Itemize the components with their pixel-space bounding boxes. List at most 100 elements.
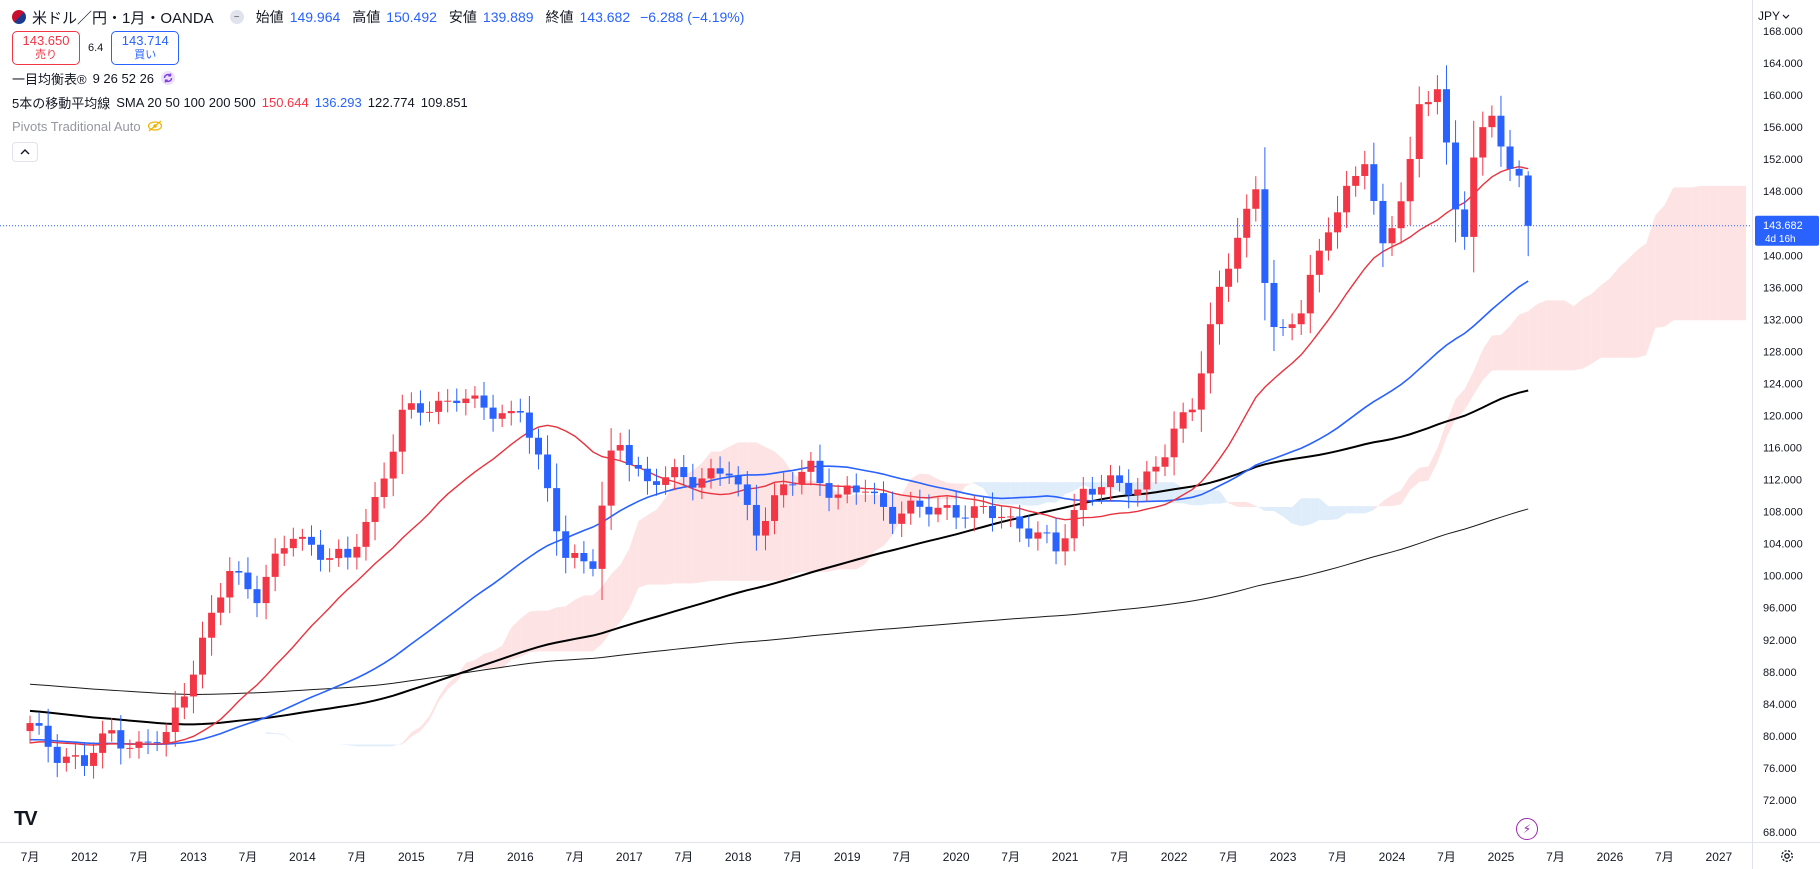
pivots-legend[interactable]: Pivots Traditional Auto <box>12 114 744 138</box>
candle <box>71 743 79 770</box>
price-tick-label: 164.000 <box>1763 58 1803 70</box>
candle <box>707 458 715 489</box>
settings-corner[interactable] <box>1752 842 1820 869</box>
buy-button[interactable]: 143.714 買い <box>111 31 180 65</box>
cloud-segment <box>1056 482 1066 503</box>
pivots-name: Pivots Traditional Auto <box>12 118 141 134</box>
time-axis[interactable]: 7月 2012 7月 2013 7月 2014 7月 2015 7月 2016 7月 2017 7月 20… <box>0 842 1752 869</box>
candle-body <box>634 464 642 469</box>
candle-body <box>1170 428 1178 458</box>
open-value: 149.964 <box>289 9 341 25</box>
candle <box>752 484 760 551</box>
candle <box>1225 253 1233 302</box>
cloud-segment <box>1155 482 1165 503</box>
candle <box>671 458 679 491</box>
candle <box>162 723 170 757</box>
cloud-segment <box>765 447 775 581</box>
candle <box>1261 147 1269 321</box>
cloud-segment <box>538 610 548 652</box>
candle-body <box>1206 324 1214 374</box>
candle-body <box>1034 532 1042 539</box>
tradingview-logo[interactable]: TV <box>14 808 38 830</box>
candle <box>680 455 688 486</box>
cloud-segment <box>1473 349 1483 395</box>
price-tick-label: 132.000 <box>1763 314 1803 326</box>
cloud-segment <box>1228 501 1238 507</box>
bolt-icon[interactable]: ⚡ <box>1516 818 1538 840</box>
cloud-segment <box>1709 185 1719 321</box>
symbol-title[interactable]: 米ドル／円・1月・OANDA <box>32 9 214 27</box>
candle <box>1043 524 1051 544</box>
ma-value-2: 136.293 <box>314 94 362 110</box>
candle-body <box>244 572 252 590</box>
candle <box>1134 477 1142 507</box>
price-axis[interactable]: 68.000 72.000 76.000 80.000 84.000 88.000 92.0… <box>1752 0 1820 842</box>
candle <box>571 544 579 569</box>
price-chart[interactable] <box>0 0 1752 842</box>
candle-body <box>199 637 207 675</box>
candle-body <box>662 477 670 485</box>
price-tick-label: 108.000 <box>1763 507 1803 519</box>
candle-body <box>870 491 878 494</box>
chart-area[interactable] <box>0 0 1752 842</box>
candle-body <box>780 484 788 496</box>
candle-body <box>1016 516 1024 529</box>
candle-body <box>1079 488 1087 510</box>
candle-body <box>507 411 515 414</box>
sell-label: 売り <box>35 49 57 61</box>
sell-button[interactable]: 143.650 売り <box>12 31 80 65</box>
cloud-segment <box>583 595 593 652</box>
time-tick-label: 2012 <box>71 850 98 864</box>
cloud-segment <box>1582 293 1592 369</box>
candle <box>843 476 851 504</box>
time-tick-label: 7月 <box>565 850 584 864</box>
candle <box>1397 182 1405 244</box>
ichimoku-legend[interactable]: 一目均衡表® 9 26 52 26 <box>12 66 744 90</box>
candle <box>262 564 270 620</box>
candle-body <box>1143 471 1151 490</box>
candle-body <box>698 478 706 488</box>
candle <box>226 557 234 614</box>
cloud-segment <box>938 479 948 500</box>
candle-body <box>80 755 88 766</box>
hidden-eye-icon[interactable] <box>147 119 163 133</box>
candle <box>180 683 188 720</box>
minus-icon[interactable]: − <box>229 10 244 24</box>
candle <box>1188 398 1196 422</box>
currency-selector[interactable]: JPY <box>1758 5 1790 27</box>
ma-legend[interactable]: 5本の移動平均線 SMA 20 50 100 200 500 150.644 1… <box>12 90 744 114</box>
time-tick-label: 2014 <box>289 850 316 864</box>
candle-body <box>1179 412 1187 429</box>
candle-body <box>1361 164 1369 176</box>
cloud-segment <box>1237 501 1247 507</box>
time-tick-label: 7月 <box>783 850 802 864</box>
change-value: −6.288 (−4.19%) <box>640 9 745 25</box>
candle-body <box>1107 475 1115 488</box>
high-label: 高値 <box>352 9 381 25</box>
collapse-legend-button[interactable] <box>12 142 38 162</box>
candle-body <box>444 400 452 402</box>
candle-body <box>144 741 152 743</box>
candle <box>1170 411 1178 476</box>
gear-icon[interactable] <box>1780 849 1794 863</box>
candle-body <box>1288 324 1296 328</box>
price-tick-label: 140.000 <box>1763 250 1803 262</box>
cloud-segment <box>801 480 811 573</box>
candle-body <box>71 755 79 757</box>
spread-value: 6.4 <box>88 42 104 54</box>
cloud-segment <box>783 459 793 581</box>
cloud-segment <box>1255 505 1265 512</box>
cloud-segment <box>1046 482 1057 503</box>
candle-body <box>35 723 43 726</box>
candle-body <box>489 407 497 419</box>
price-tick-label: 128.000 <box>1763 346 1803 358</box>
current-price-tag-countdown: 4d 16h <box>1765 234 1796 245</box>
cloud-segment <box>1655 205 1665 328</box>
candle <box>1079 477 1087 527</box>
cloud-segment <box>838 492 848 570</box>
cloud-segment <box>438 683 448 702</box>
candle <box>662 466 670 495</box>
candle <box>1052 517 1060 565</box>
refresh-icon[interactable] <box>160 70 176 86</box>
candle-body <box>979 505 987 507</box>
